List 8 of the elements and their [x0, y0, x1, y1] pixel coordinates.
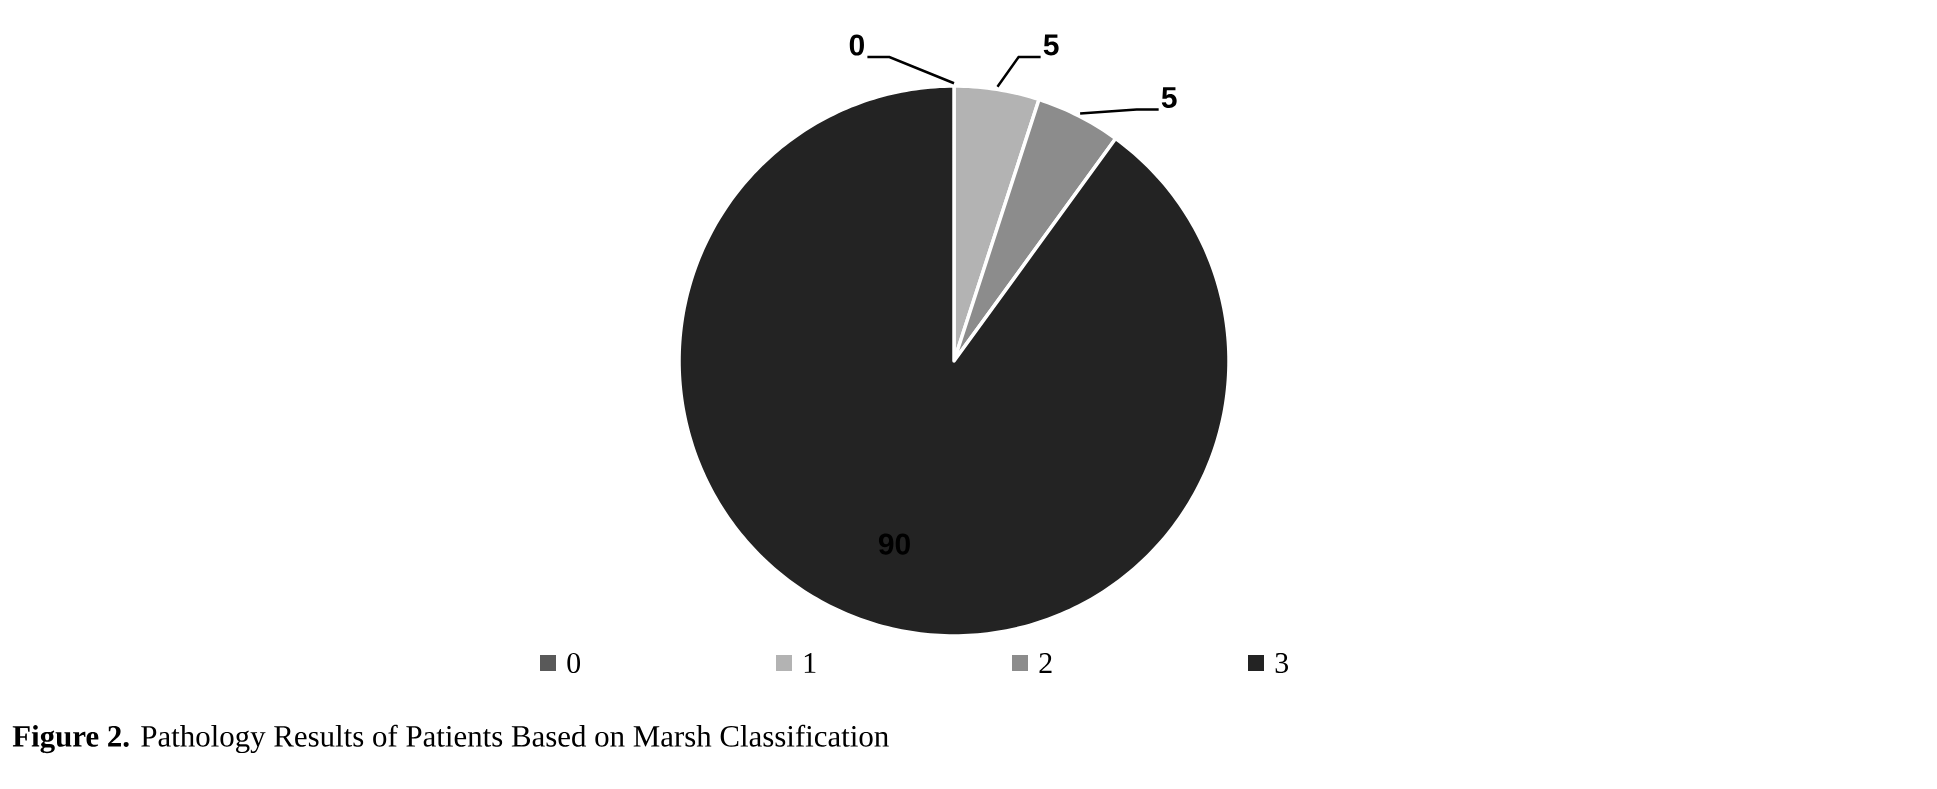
legend-label: 0	[567, 652, 581, 674]
text: 0	[849, 34, 864, 56]
legend-label: 1	[804, 653, 816, 673]
data-label: 5	[1043, 34, 1059, 56]
legend-label: 2	[1039, 653, 1052, 673]
data-label: 5	[1161, 87, 1177, 109]
legend-label: 3	[1275, 652, 1288, 674]
text: Figure 2. Pathology Results of Patients Based on Marsh Classification	[12, 724, 889, 754]
